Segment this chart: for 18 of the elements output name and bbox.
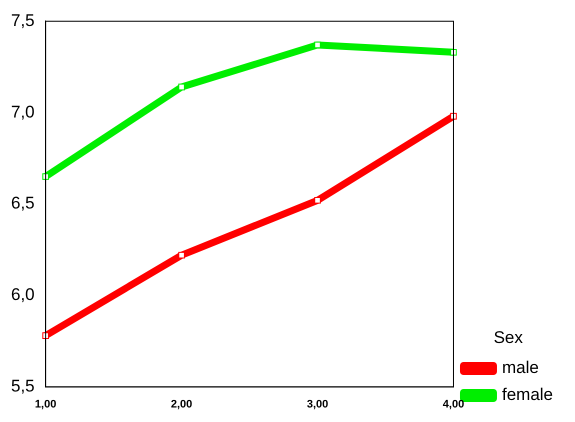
legend-label: female — [502, 385, 554, 404]
legend-label: male — [502, 358, 539, 378]
y-tick-label: 6,5 — [10, 194, 35, 213]
point — [450, 112, 457, 120]
x-tick-label: 1,00 — [34, 398, 56, 410]
point — [178, 84, 185, 90]
y-tick-label: 7,0 — [10, 102, 35, 122]
x-tick-label: 4,00 — [442, 398, 464, 410]
point — [314, 42, 321, 48]
y-tick-label: 5,5 — [10, 376, 35, 396]
y-tick-label: 7,5 — [10, 10, 35, 30]
legend-title: Sex — [494, 328, 524, 347]
x-tick-label: 3,00 — [306, 398, 328, 410]
x-tick-label: 2,00 — [170, 398, 192, 410]
point — [178, 252, 185, 259]
point — [314, 197, 321, 204]
point — [450, 48, 457, 56]
y-tick-label: 6,0 — [10, 285, 35, 304]
